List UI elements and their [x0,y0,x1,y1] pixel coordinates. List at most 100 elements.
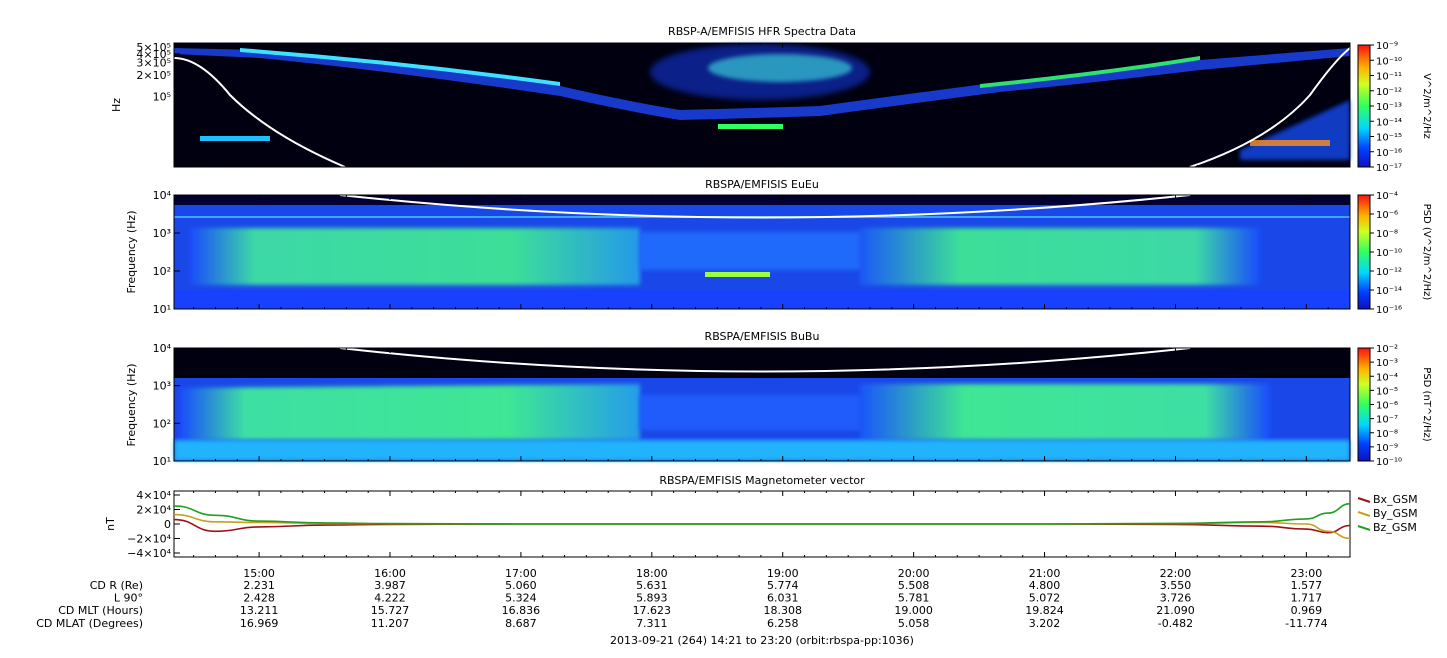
panel-hfr: RBSP-A/EMFISIS HFR Spectra Data 5×10⁵4×1… [110,25,1432,174]
panel-eueu-main-band [190,228,1260,285]
panel-hfr-stripe [718,124,783,129]
x-tick-label: 20:00 [898,567,930,580]
ephem-value: 4.800 [1029,579,1061,592]
panel-bubu-title: RBSPA/EMFISIS BuBu [705,330,820,343]
panel-eueu-colorbar: 10⁻⁴ 10⁻⁶ 10⁻⁸ 10⁻¹⁰ 10⁻¹² 10⁻¹⁴ 10⁻¹⁶ PSD (V^2… [1357,191,1432,316]
legend-swatch [1357,525,1371,531]
panel-bubu: RBSPA/EMFISIS BuBu 10⁴ 10³ 10² 10¹ Frequenc… [125,330,1432,468]
ephem-value: -0.482 [1158,617,1193,630]
hfr-y-tick-label: 4×10⁵ [136,48,171,61]
x-tick-label: 23:00 [1291,567,1323,580]
ephem-value: 3.987 [374,579,406,592]
ephem-value: 5.893 [636,592,668,605]
colorbar-tick-label: 10⁻¹⁰ [1376,457,1402,468]
ephem-value: 4.222 [374,592,406,605]
x-tick-label: 15:00 [243,567,275,580]
panel-eueu: RBSPA/EMFISIS EuEu 10⁴ 10³ 10² 10¹ Frequenc… [125,178,1432,316]
ephem-value: 5.058 [898,617,930,630]
ephem-value: 8.687 [505,617,537,630]
colorbar-tick-label: 10⁻⁷ [1376,415,1398,426]
colorbar-tick-label: 10⁻³ [1376,358,1398,369]
colorbar-tick-label: 10⁻⁸ [1376,429,1398,440]
x-tick-label: 22:00 [1160,567,1192,580]
panel-eueu-stripe [705,272,770,277]
legend-swatch [1357,497,1371,503]
ephem-value: 16.836 [502,604,541,617]
panel-eueu-low-band [174,290,1350,309]
colorbar-tick-label: 10⁻⁸ [1376,229,1398,240]
colorbar-tick-label: 10⁻¹⁴ [1376,286,1402,297]
colorbar-tick-label: 10⁻² [1376,344,1398,355]
ephem-row-label: CD MLAT (Degrees) [36,617,143,630]
panel-hfr-colorbar: 10⁻⁹ 10⁻¹⁰ 10⁻¹¹ 10⁻¹² 10⁻¹³ 10⁻¹⁴ 10⁻¹⁵ 10⁻¹⁶ 1… [1357,41,1432,174]
colorbar-tick-label: 10⁻¹² [1376,267,1402,278]
panel-mag: RBSPA/EMFISIS Magnetometer vector 4×10⁴ 2… [104,474,1418,560]
x-tick-label: 21:00 [1029,567,1061,580]
colorbar-tick-label: 10⁻¹⁴ [1376,117,1402,128]
ephem-value: 21.090 [1156,604,1195,617]
panel-hfr-ylabel: Hz [110,98,123,112]
panel-bubu-colorbar: 10⁻² 10⁻³ 10⁻⁴ 10⁻⁵ 10⁻⁶ 10⁻⁷ 10⁻⁸ 10⁻⁹ 10⁻¹⁰ PSD… [1357,344,1432,468]
panel-hfr-fce-curve-right [1189,47,1351,168]
ephem-value: 17.623 [633,604,672,617]
ephem-value: 1.717 [1291,592,1323,605]
bu-y-tick-label: 10³ [153,380,171,393]
panel-hfr-emission-core [240,48,560,86]
panel-bubu-frame [173,347,1351,462]
panel-mag-series [173,502,1351,540]
panel-eueu-frame [173,194,1351,310]
panel-mag-ylabel: nT [104,517,117,531]
panel-hfr-emission-core-2 [980,56,1200,88]
eu-y-tick-label: 10¹ [153,303,171,316]
ephem-value: 6.031 [767,592,799,605]
panel-eueu-ylabel: Frequency (Hz) [125,211,138,294]
x-tick-label: 19:00 [767,567,799,580]
mag-y-tick-label: 2×10⁴ [136,504,171,517]
hfr-y-tick-label: 5×10⁵ [136,41,171,54]
ephem-row-label: CD MLT (Hours) [58,604,143,617]
legend-swatch [1357,511,1371,517]
x-tick-label: 18:00 [636,567,668,580]
panel-bubu-y-ticks: 10⁴ 10³ 10² 10¹ [153,342,180,468]
colorbar-tick-label: 10⁻¹⁰ [1376,248,1402,259]
panel-eueu-gap-band [640,232,860,270]
panel-hfr-hotspot [1250,140,1330,146]
colorbar-gradient [1357,347,1371,462]
colorbar-label: PSD (V^2/m^2/Hz) [1421,204,1432,301]
hfr-y-tick-label: 3×10⁵ [136,57,171,70]
ephem-value: 18.308 [763,604,802,617]
time-axis-ticks: 15:00 16:00 17:00 18:00 19:00 20:00 21:00 22:00… [193,43,1329,580]
colorbar-tick-label: 10⁻¹² [1376,87,1402,98]
colorbar-tick-label: 10⁻⁵ [1376,386,1398,397]
ephem-value: 5.631 [636,579,668,592]
x-tick-label: 17:00 [505,567,537,580]
ephem-row-label: L 90° [114,592,143,605]
ephem-value: 7.311 [636,617,668,630]
colorbar-tick-label: 10⁻¹³ [1376,102,1402,113]
ephem-value: 5.781 [898,592,930,605]
panel-eueu-fce-curve [339,194,1191,219]
colorbar-tick-label: 10⁻⁴ [1376,372,1398,383]
ephem-value: 5.324 [505,592,537,605]
ephem-value: 15.727 [371,604,410,617]
panel-mag-title: RBSPA/EMFISIS Magnetometer vector [659,474,865,487]
colorbar-tick-label: 10⁻¹⁶ [1376,305,1402,316]
mag-y-tick-label: 0 [164,518,171,531]
mag-y-tick-label: 4×10⁴ [136,489,171,502]
colorbar-tick-label: 10⁻⁹ [1376,41,1398,52]
ephem-value: 5.072 [1029,592,1061,605]
panel-bubu-fce-curve [339,347,1191,373]
ephem-value: 6.258 [767,617,799,630]
colorbar-tick-label: 10⁻¹⁵ [1376,133,1402,144]
ephem-row-label: CD R (Re) [90,579,143,592]
ephem-value: 5.060 [505,579,537,592]
panel-bubu-low-band [174,440,1350,461]
ephem-value: 3.202 [1029,617,1061,630]
legend-label: Bx_GSM [1373,493,1418,506]
colorbar-label: PSD (nT^2/Hz) [1421,367,1432,441]
mag-y-tick-label: −4×10⁴ [127,547,171,560]
colorbar-tick-label: 10⁻¹¹ [1376,72,1402,83]
